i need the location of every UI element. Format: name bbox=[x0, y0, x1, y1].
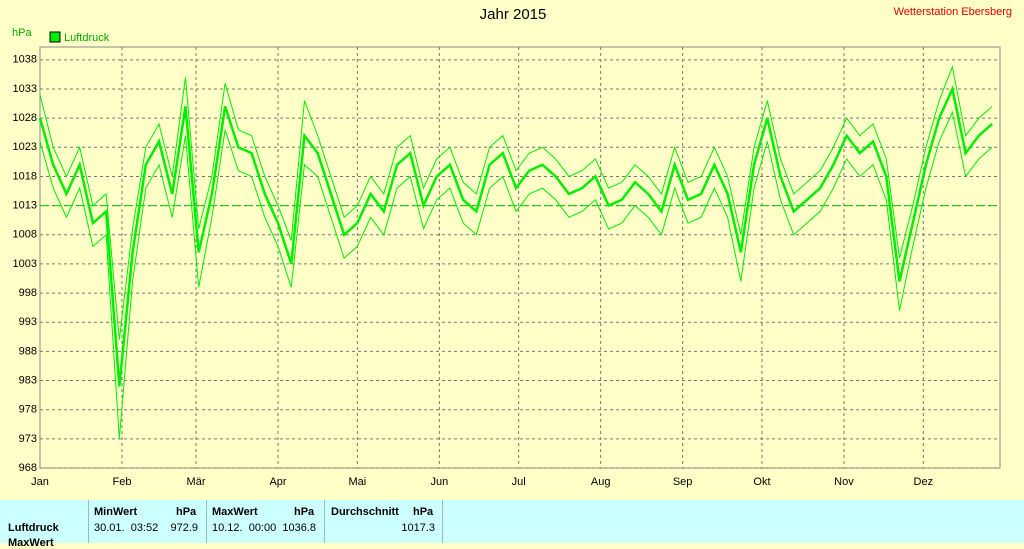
cell: 1017.3 bbox=[401, 522, 435, 534]
y-tick-label: 983 bbox=[19, 374, 37, 386]
table-divider bbox=[324, 500, 325, 543]
line-min bbox=[39, 110, 993, 439]
y-tick-label: 973 bbox=[19, 433, 37, 445]
y-tick-label: 998 bbox=[19, 287, 37, 299]
table-divider bbox=[88, 500, 89, 543]
y-tick-label: 1018 bbox=[13, 170, 37, 182]
x-tick-label: Dez bbox=[914, 476, 934, 488]
line-values bbox=[38, 84, 993, 387]
y-tick-label: 993 bbox=[19, 316, 37, 328]
y-tick-label: 1008 bbox=[13, 229, 37, 241]
table-divider bbox=[206, 500, 207, 543]
x-tick-label: Mär bbox=[187, 476, 206, 488]
y-tick-label: 968 bbox=[19, 462, 37, 474]
legend-label: Luftdruck bbox=[64, 32, 110, 44]
cell: 972.9 bbox=[170, 522, 198, 534]
table-divider bbox=[442, 500, 443, 543]
x-tick-label: Jul bbox=[512, 476, 526, 488]
legend-swatch bbox=[49, 31, 61, 43]
x-tick-label: Aug bbox=[591, 476, 611, 488]
plot-area bbox=[39, 46, 1001, 469]
cell: 10.12. 00:00 bbox=[212, 522, 277, 534]
y-tick-label: 1013 bbox=[13, 200, 37, 212]
chart-title: Jahr 2015 bbox=[480, 6, 547, 23]
summary-table: MinWert hPa MaxWert hPa Durchschnitt hPa Luftd… bbox=[0, 500, 1024, 549]
y-tick-label: 988 bbox=[19, 345, 37, 357]
column-header: MaxWert bbox=[212, 506, 258, 518]
x-tick-label: Jan bbox=[31, 476, 49, 488]
y-tick-label: 1003 bbox=[13, 258, 37, 270]
station-name: Wetterstation Ebersberg bbox=[894, 6, 1012, 18]
y-tick-label: 978 bbox=[19, 404, 37, 416]
y-axis-label: hPa bbox=[12, 27, 32, 39]
row-label: Luftdruck bbox=[8, 522, 59, 534]
cell: 30.01. 03:52 bbox=[94, 522, 159, 534]
row-label: MaxWert bbox=[8, 537, 54, 549]
x-tick-label: Feb bbox=[112, 476, 131, 488]
x-tick-label: Apr bbox=[269, 476, 286, 488]
x-tick-label: Okt bbox=[753, 476, 770, 488]
x-tick-label: Sep bbox=[673, 476, 693, 488]
column-unit: hPa bbox=[294, 506, 315, 518]
y-tick-label: 1028 bbox=[13, 112, 37, 124]
y-tick-label: 1033 bbox=[13, 83, 37, 95]
chart: Jahr 2015 Wetterstation Ebersberg hPa 96… bbox=[12, 6, 1012, 488]
column-header: Durchschnitt bbox=[331, 506, 399, 518]
y-tick-label: 1023 bbox=[13, 141, 37, 153]
cell: 1036.8 bbox=[282, 522, 316, 534]
column-header: MinWert bbox=[94, 506, 138, 518]
column-unit: hPa bbox=[413, 506, 434, 518]
x-tick-label: Nov bbox=[834, 476, 854, 488]
x-tick-label: Mai bbox=[348, 476, 366, 488]
y-tick-label: 1038 bbox=[13, 54, 37, 66]
x-tick-label: Jun bbox=[430, 476, 448, 488]
line-max bbox=[39, 65, 993, 340]
column-unit: hPa bbox=[176, 506, 197, 518]
